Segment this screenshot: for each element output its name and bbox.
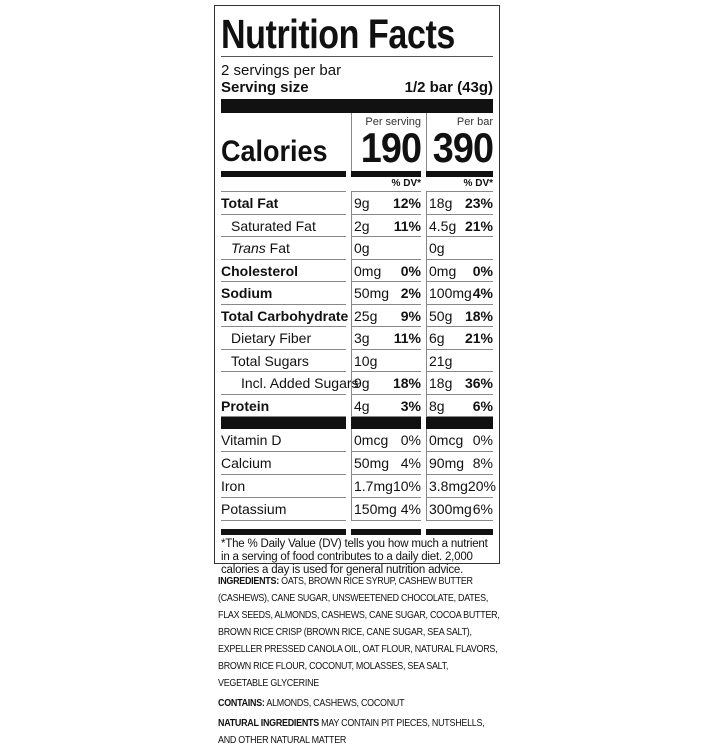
divider <box>221 56 493 57</box>
nutrient-row: Total Sugars 10g 21g <box>221 349 493 372</box>
per-bar-cell: 50g 18% <box>426 304 493 327</box>
medium-divider <box>221 171 493 177</box>
per-serving-column: Per serving 190 <box>351 113 422 171</box>
thick-divider <box>221 417 493 429</box>
dv-header-serving: % DV* <box>351 177 421 192</box>
per-serving-cell: 50mg 2% <box>351 282 421 305</box>
per-bar-cell: 300mg 6% <box>426 498 493 521</box>
calories-per-bar: 390 <box>432 124 494 171</box>
per-serving-cell: 0mcg 0% <box>351 429 421 452</box>
per-bar-cell: 4.5g 21% <box>426 214 493 237</box>
vitamin-table: Vitamin D 0mcg 0% 0mcg 0% Calcium 50mg 4% 90mg 8%… <box>221 429 496 521</box>
nutrient-row: Potassium 150mg 4% 300mg 6% <box>221 498 493 521</box>
serving-size-value: 1/2 bar (43g) <box>404 79 493 96</box>
calories-row: Calories Per serving 190 Per bar 390 <box>221 113 494 171</box>
thick-divider <box>221 99 493 113</box>
nutrient-row: Trans Fat 0g 0g <box>221 237 493 260</box>
per-serving-cell: 10g <box>351 349 421 372</box>
medium-divider <box>221 529 493 535</box>
nutrient-row: Saturated Fat 2g 11% 4.5g 21% <box>221 214 493 237</box>
per-serving-cell: 150mg 4% <box>351 498 421 521</box>
nutrient-row: Cholesterol 0mg 0% 0mg 0% <box>221 259 493 282</box>
per-serving-cell: 1.7mg 10% <box>351 475 421 498</box>
ingredients-text: INGREDIENTS: OATS, BROWN RICE SYRUP, CAS… <box>218 575 500 689</box>
nutrient-name: Sodium <box>221 282 346 305</box>
nutrient-row: Calcium 50mg 4% 90mg 8% <box>221 452 493 475</box>
nutrient-name: Saturated Fat <box>221 215 346 237</box>
per-serving-cell: 2g 11% <box>351 214 421 237</box>
nutrient-row: Sodium 50mg 2% 100mg 4% <box>221 282 493 305</box>
nutrient-name: Potassium <box>221 498 346 521</box>
nutrient-name: Protein <box>221 395 346 417</box>
per-bar-cell: 0mg 0% <box>426 259 493 282</box>
nutrient-row: Iron 1.7mg 10% 3.8mg 20% <box>221 475 496 498</box>
dv-header-bar: % DV* <box>426 177 493 192</box>
per-serving-cell: 0g <box>351 237 421 260</box>
per-bar-cell: 6g 21% <box>426 327 493 350</box>
nutrition-facts-label: Nutrition Facts 2 servings per bar Servi… <box>214 5 500 576</box>
per-serving-cell: 50mg 4% <box>351 452 421 475</box>
per-bar-cell: 8g 6% <box>426 394 493 417</box>
per-serving-cell: 25g 9% <box>351 304 421 327</box>
nutrient-name: Total Sugars <box>221 350 346 372</box>
nutrient-row: Dietary Fiber 3g 11% 6g 21% <box>221 327 493 350</box>
contains-text: CONTAINS: ALMONDS, CASHEWS, COCONUT <box>218 697 405 709</box>
nutrient-row: Total Carbohydrate 25g 9% 50g 18% <box>221 304 493 327</box>
per-bar-cell: 90mg 8% <box>426 452 493 475</box>
nutrient-name: Vitamin D <box>221 429 346 452</box>
nutrient-name: Total Carbohydrate <box>221 305 348 327</box>
nutrient-table: Total Fat 9g 12% 18g 23% Saturated Fat 2g 11% 4.… <box>221 192 493 417</box>
nutrient-name: Total Fat <box>221 192 346 215</box>
per-bar-cell: 0mcg 0% <box>426 429 493 452</box>
per-bar-cell: 3.8mg 20% <box>426 475 496 498</box>
label-title: Nutrition Facts <box>221 11 455 57</box>
per-bar-column: Per bar 390 <box>426 113 494 171</box>
nutrient-row: Protein 4g 3% 8g 6% <box>221 394 493 417</box>
per-serving-cell: 9g 18% <box>351 372 421 395</box>
nutrient-name: Trans Fat <box>221 237 346 260</box>
calories-label: Calories <box>221 135 328 168</box>
nutrient-name-italic: Trans <box>231 240 266 256</box>
nutrient-name: Dietary Fiber <box>221 327 346 350</box>
serving-size-label: Serving size <box>221 79 309 96</box>
per-serving-cell: 3g 11% <box>351 327 421 350</box>
dv-header-row: % DV* % DV* <box>221 177 493 192</box>
serving-size: Serving size 1/2 bar (43g) <box>221 79 493 96</box>
calories-per-serving: 190 <box>360 124 422 171</box>
per-bar-cell: 21g <box>426 349 493 372</box>
nutrient-name: Incl. Added Sugars <box>221 372 359 395</box>
per-bar-cell: 18g 23% <box>426 192 493 215</box>
nutrient-name: Cholesterol <box>221 260 346 282</box>
servings-per-container: 2 servings per bar <box>221 62 342 79</box>
per-serving-cell: 4g 3% <box>351 394 421 417</box>
per-bar-header: Per bar <box>456 116 493 128</box>
nutrient-name: Calcium <box>221 452 346 475</box>
per-serving-cell: 0mg 0% <box>351 259 421 282</box>
per-serving-cell: 9g 12% <box>351 192 421 215</box>
per-bar-cell: 0g <box>426 237 493 260</box>
per-bar-cell: 100mg 4% <box>426 282 493 305</box>
per-bar-cell: 18g 36% <box>426 372 493 395</box>
nutrient-row: Incl. Added Sugars 9g 18% 18g 36% <box>221 372 493 395</box>
footnote: *The % Daily Value (DV) tells you how mu… <box>221 538 488 576</box>
nutrient-name: Iron <box>221 475 346 498</box>
ingredients-section: INGREDIENTS: OATS, BROWN RICE SYRUP, CAS… <box>218 573 500 752</box>
nutrient-row: Vitamin D 0mcg 0% 0mcg 0% <box>221 429 493 452</box>
natural-ingredients-text: NATURAL INGREDIENTS MAY CONTAIN PIT PIEC… <box>218 717 485 746</box>
per-serving-header: Per serving <box>365 116 421 128</box>
nutrient-row: Total Fat 9g 12% 18g 23% <box>221 192 493 215</box>
